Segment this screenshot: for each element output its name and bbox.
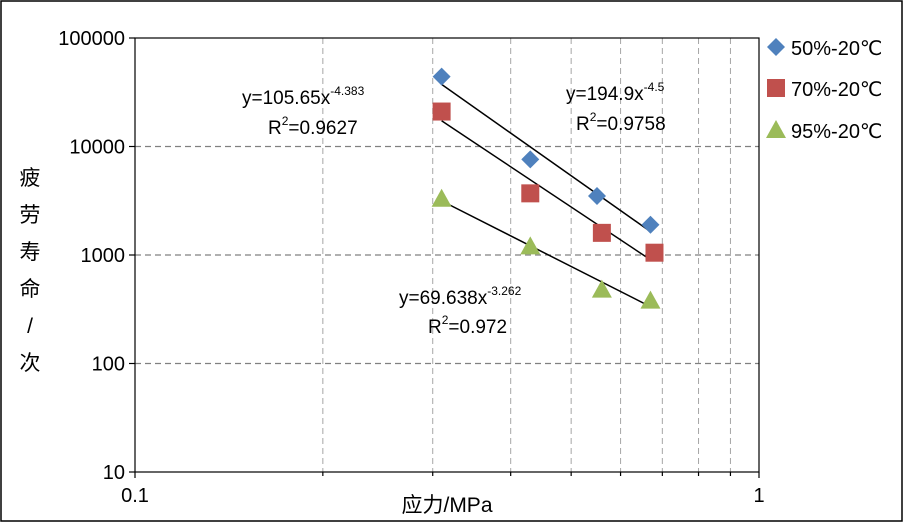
annotation-r1: R2=0.9627 <box>268 114 358 139</box>
annotations: y=105.65x-4.383 R2=0.9627 y=194.9x-4.5 R2=0… <box>242 80 666 338</box>
data-point-square <box>521 184 540 203</box>
x-tick-label: 0.1 <box>121 485 149 507</box>
y-axis-label-char: 劳 <box>20 204 41 227</box>
trendline-70 <box>441 120 651 261</box>
legend-label: 95%-20℃ <box>791 121 882 143</box>
data-point-triangle <box>431 188 452 207</box>
grid-lines <box>135 38 759 472</box>
annotation-r3: R2=0.972 <box>428 313 507 338</box>
x-tick-label: 1 <box>753 485 764 507</box>
data-point-triangle <box>520 236 541 255</box>
annotation-eq1: y=105.65x-4.383 <box>242 84 365 109</box>
trendline-50 <box>441 83 651 233</box>
legend-marker-square <box>767 79 785 97</box>
data-point-diamond <box>641 215 660 234</box>
axis-ticks <box>129 37 760 478</box>
y-axis-label-char: / <box>27 315 33 338</box>
tick-labels: 10 100 1000 10000 100000 0.1 1 <box>58 28 764 507</box>
trendlines <box>441 83 651 308</box>
y-axis-label-char: 寿 <box>20 241 41 264</box>
y-tick-label: 10000 <box>69 137 125 159</box>
data-point-triangle <box>640 290 661 309</box>
legend-marker-triangle <box>766 120 786 138</box>
y-tick-label: 100 <box>92 354 125 376</box>
x-axis-label: 应力/MPa <box>401 494 492 517</box>
y-tick-label: 10 <box>103 462 125 484</box>
y-axis-label-char: 次 <box>20 352 41 375</box>
legend-marker-diamond <box>767 38 785 56</box>
data-point-square <box>432 102 451 121</box>
y-axis-label-char: 疲 <box>20 167 41 190</box>
y-tick-label: 100000 <box>58 28 125 50</box>
trendline-95 <box>441 200 651 308</box>
annotation-eq2: y=194.9x-4.5 <box>566 80 665 105</box>
legend: 50%-20℃ 70%-20℃ 95%-20℃ <box>766 38 882 143</box>
y-axis-label-char: 命 <box>20 278 41 301</box>
data-points <box>431 67 664 309</box>
annotation-eq3: y=69.638x-3.262 <box>399 284 522 309</box>
annotation-r2: R2=0.9758 <box>576 110 666 135</box>
data-point-diamond <box>521 150 540 169</box>
data-point-square <box>645 243 664 262</box>
legend-label: 70%-20℃ <box>791 79 882 101</box>
legend-label: 50%-20℃ <box>791 38 882 60</box>
data-point-diamond <box>587 186 606 205</box>
data-point-diamond <box>432 67 451 86</box>
data-point-square <box>592 223 611 242</box>
data-point-triangle <box>591 279 612 298</box>
y-tick-label: 1000 <box>81 245 126 267</box>
